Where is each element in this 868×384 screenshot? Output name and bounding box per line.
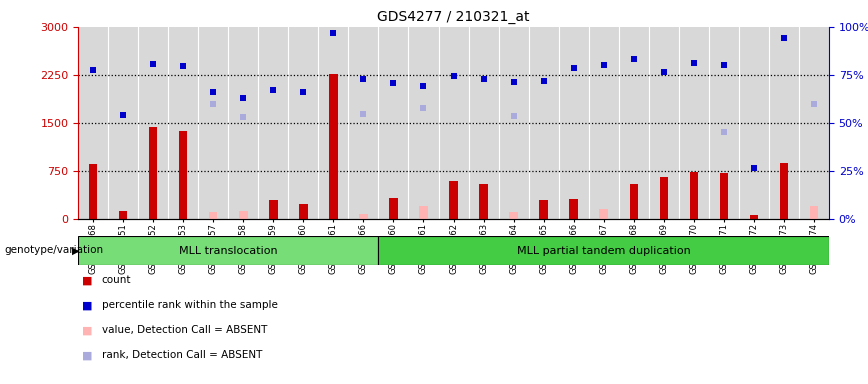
Bar [629,184,638,219]
Bar [359,214,368,219]
Text: ■: ■ [82,350,93,360]
Bar [269,200,278,219]
Text: rank, Detection Call = ABSENT: rank, Detection Call = ABSENT [102,350,262,360]
Bar [779,163,788,219]
Text: ■: ■ [82,275,93,285]
Bar [239,211,247,219]
Text: genotype/variation: genotype/variation [4,245,103,255]
Bar [119,211,128,219]
Bar [149,127,157,219]
Bar [479,184,488,219]
Text: ▶: ▶ [72,245,80,255]
Bar [89,164,97,219]
Bar [689,172,698,219]
Bar [179,131,187,219]
Text: value, Detection Call = ABSENT: value, Detection Call = ABSENT [102,325,267,335]
Text: MLL partial tandem duplication: MLL partial tandem duplication [516,245,691,256]
Bar [750,215,758,219]
Bar [660,177,668,219]
Bar [810,206,819,219]
Bar [78,236,378,265]
Title: GDS4277 / 210321_at: GDS4277 / 210321_at [378,10,529,25]
Text: MLL translocation: MLL translocation [179,245,278,256]
Bar [510,212,518,219]
Text: ■: ■ [82,300,93,310]
Bar [569,199,578,219]
Text: ■: ■ [82,325,93,335]
Text: count: count [102,275,131,285]
Text: percentile rank within the sample: percentile rank within the sample [102,300,278,310]
Bar [419,206,428,219]
Bar [299,204,307,219]
Bar [378,236,829,265]
Bar [209,212,218,219]
Bar [539,200,548,219]
Bar [600,209,608,219]
Bar [450,181,457,219]
Bar [720,173,728,219]
Bar [329,74,338,219]
Bar [389,198,398,219]
